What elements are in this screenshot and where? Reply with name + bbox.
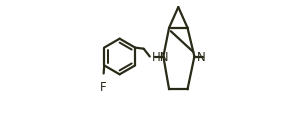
Text: HN: HN — [152, 51, 169, 63]
Text: N: N — [196, 51, 205, 63]
Text: F: F — [100, 80, 107, 93]
